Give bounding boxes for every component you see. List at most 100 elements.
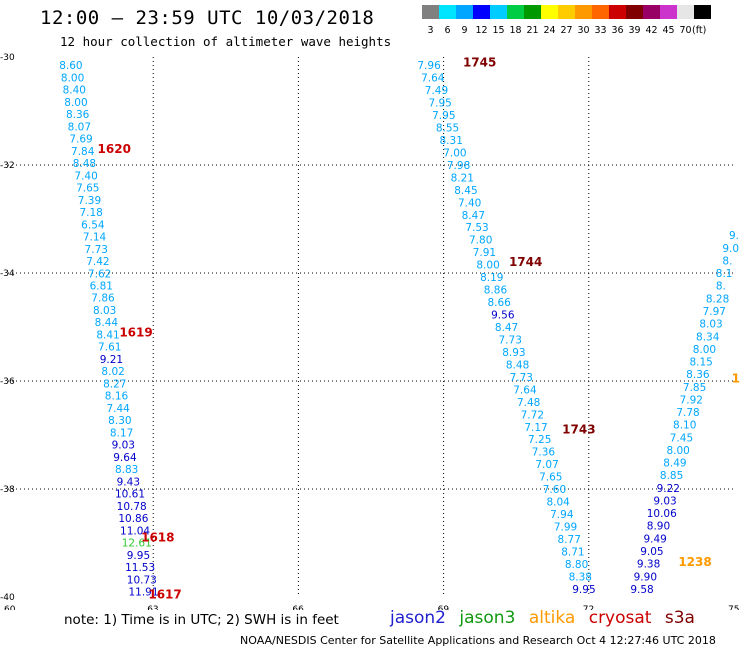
time-label: 1617 [148, 587, 181, 601]
wave-height-label: 8.03 [93, 305, 116, 317]
wave-height-label: 8.19 [480, 272, 503, 284]
x-tick-label: 72 [583, 605, 594, 610]
wave-height-label: 8.00 [666, 445, 689, 457]
wave-height-label: 8.04 [546, 497, 570, 509]
time-label: 1620 [98, 142, 131, 156]
wave-height-label: 7.92 [680, 394, 703, 406]
wave-height-label: 7.73 [85, 244, 108, 256]
wave-height-label: 8.45 [454, 185, 477, 197]
wave-height-label: 7.84 [71, 146, 95, 158]
wave-height-label: 8.86 [484, 285, 508, 297]
wave-height-label: 7.14 [83, 232, 107, 244]
wave-height-label: 8.03 [699, 319, 722, 331]
wave-height-label: 8.31 [440, 135, 463, 147]
satellite-s3a: s3a [664, 608, 695, 628]
wave-height-label: 8.07 [68, 121, 91, 133]
satellite-altika: altika [528, 608, 576, 628]
wave-height-label: 7.45 [670, 432, 693, 444]
grid [8, 57, 734, 597]
wave-height-label: 8.47 [462, 210, 485, 222]
wave-height-label: 11.04 [120, 525, 150, 537]
wave-height-label: 9.03 [653, 495, 676, 507]
legend-swatch [507, 5, 524, 19]
wave-height-label: 8.41 [96, 329, 119, 341]
legend-swatch [592, 5, 609, 19]
wave-height-label: 7.62 [88, 268, 111, 280]
legend-tick-label: 36 [611, 25, 623, 36]
wave-height-label: 7.18 [79, 207, 102, 219]
legend-tick-label: 6 [444, 25, 450, 36]
wave-height-label: 8.10 [673, 420, 696, 432]
wave-height-label: 9.56 [491, 310, 515, 322]
y-tick-label: -38 [0, 485, 15, 495]
wave-height-label: 9.03 [112, 440, 135, 452]
wave-height-label: 11.53 [125, 562, 155, 574]
legend-swatch [575, 5, 592, 19]
time-label: 1743 [562, 423, 595, 437]
legend-tick-label: 70 [679, 25, 691, 36]
wave-height-label: 8.00 [61, 72, 84, 84]
wave-height-label: 8. [722, 255, 732, 267]
time-label: 1238 [678, 555, 711, 569]
wave-height-label: 7.65 [76, 183, 99, 195]
wave-height-label: 8.02 [101, 366, 124, 378]
wave-height-label: 9.95 [127, 550, 150, 562]
x-tick-label: 63 [147, 605, 158, 610]
wave-height-label: 9.05 [640, 546, 663, 558]
footer-credit: NOAA/NESDIS Center for Satellite Applica… [240, 634, 716, 647]
wave-height-label: 7.86 [91, 293, 115, 305]
wave-height-label: 9.38 [637, 559, 660, 571]
wave-height-label: 8.44 [95, 317, 119, 329]
satellite-jason2: jason2 [390, 608, 446, 628]
wave-height-label: 6.81 [90, 280, 113, 292]
wave-height-label: 8.90 [647, 521, 670, 533]
legend-swatch [473, 5, 490, 19]
legend-swatch [456, 5, 473, 19]
legend-swatch [626, 5, 643, 19]
time-label: 1744 [509, 255, 542, 269]
legend-tick-label: 15 [492, 25, 504, 36]
wave-height-label: 7.85 [683, 382, 706, 394]
wave-height-label: 7.44 [106, 403, 130, 415]
legend-swatch [422, 5, 439, 19]
legend-tick-label: 45 [662, 25, 674, 36]
wave-height-label: 9.43 [117, 476, 140, 488]
legend-swatch [660, 5, 677, 19]
wave-height-label: 9.64 [113, 452, 137, 464]
wave-height-label: 7.25 [528, 434, 551, 446]
wave-height-label: 8.48 [506, 359, 529, 371]
wave-height-label: 7.91 [473, 247, 496, 259]
wave-height-label: 8.47 [495, 322, 518, 334]
legend-tick-label: 18 [509, 25, 521, 36]
track-0: 8.608.008.408.008.368.077.697.848.487.40… [59, 60, 158, 599]
wave-height-label: 8.34 [696, 331, 720, 343]
wave-height-label: 8.40 [63, 85, 86, 97]
legend-tick-label: 27 [560, 25, 572, 36]
wave-height-label: 7.61 [98, 342, 121, 354]
wave-height-label: 10.73 [127, 574, 157, 586]
x-tick-label: 60 [4, 605, 16, 610]
wave-height-label: 7.64 [513, 384, 537, 396]
footer-note: note: 1) Time is in UTC; 2) SWH is in fe… [64, 612, 339, 628]
wave-height-label: 7.40 [74, 170, 97, 182]
y-tick-label: -34 [0, 269, 15, 279]
wave-height-label: 10.61 [115, 489, 145, 501]
x-tick-label: 69 [438, 605, 450, 610]
wave-height-label: 11.91 [128, 587, 158, 599]
wave-height-label: 7.95 [428, 98, 451, 110]
legend-swatch [541, 5, 558, 19]
track-2: 9.9.08.8.18.8.287.978.038.348.008.158.36… [630, 230, 739, 596]
wave-height-label: 7.49 [425, 85, 448, 97]
wave-height-label: 8.27 [103, 378, 126, 390]
wave-height-label: 9.95 [572, 584, 595, 596]
legend-swatch [677, 5, 694, 19]
track-1: 7.967.647.497.957.958.558.317.007.988.21… [417, 60, 595, 596]
legend-swatch [609, 5, 626, 19]
wave-height-label: 7.99 [554, 522, 577, 534]
wave-height-label: 7.98 [447, 160, 470, 172]
page-subtitle: 12 hour collection of altimeter wave hei… [60, 34, 392, 49]
wave-height-label: 7.78 [676, 407, 699, 419]
legend-swatch [439, 5, 456, 19]
wave-height-label: 9.21 [100, 354, 123, 366]
wave-height-label: 8.80 [565, 559, 588, 571]
